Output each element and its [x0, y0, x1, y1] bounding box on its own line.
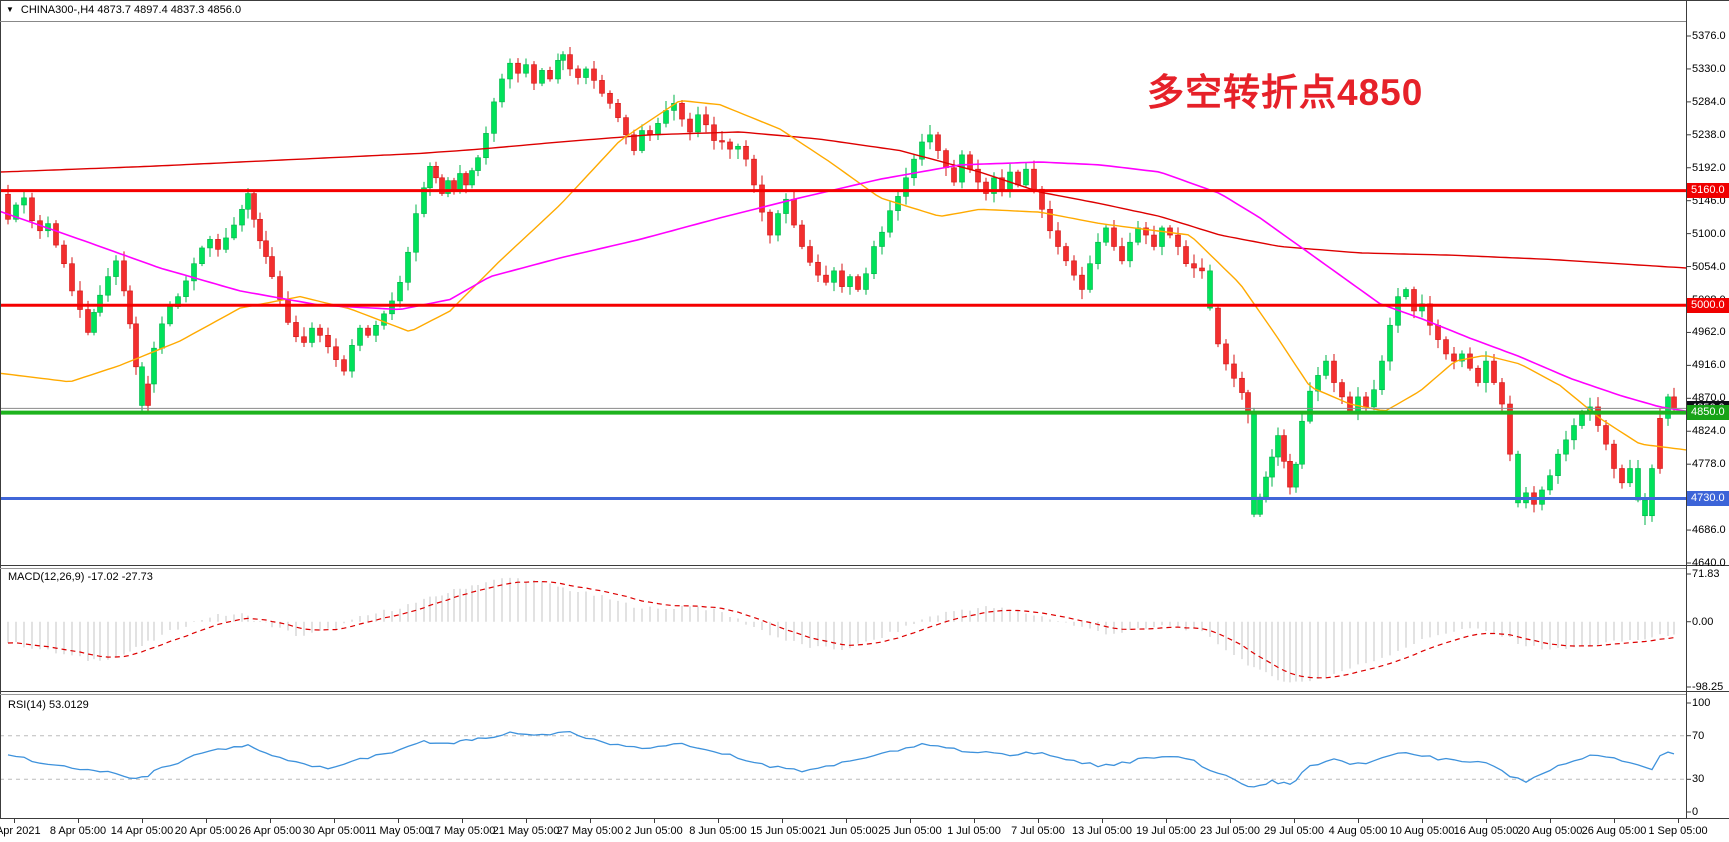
- rsi-tick-label: 100: [1692, 697, 1711, 709]
- time-tick: [782, 819, 783, 823]
- time-axis-label: 29 Jul 05:00: [1264, 825, 1324, 837]
- time-axis-label: 20 Apr 05:00: [174, 825, 238, 837]
- time-tick: [398, 819, 399, 823]
- price-tick-label: 5192.0: [1692, 161, 1726, 174]
- time-tick: [14, 819, 15, 823]
- time-tick: [718, 819, 719, 823]
- time-axis-label: 20 Aug 05:00: [1517, 825, 1583, 837]
- time-axis-label: 23 Jul 05:00: [1200, 825, 1260, 837]
- time-tick: [142, 819, 143, 823]
- time-tick: [334, 819, 335, 823]
- price-tick-label: 4778.0: [1692, 458, 1726, 471]
- time-axis-label: 21 Jun 05:00: [814, 825, 878, 837]
- macd-tick-label: 71.83: [1692, 568, 1720, 580]
- time-axis-label: 19 Jul 05:00: [1136, 825, 1196, 837]
- time-axis-label: 1 Sep 05:00: [1648, 825, 1708, 837]
- time-tick: [270, 819, 271, 823]
- time-tick: [654, 819, 655, 823]
- time-tick: [1614, 819, 1615, 823]
- support-4730-label: 4730.0: [1687, 491, 1729, 507]
- time-axis-label: 21 May 05:00: [492, 825, 560, 837]
- rsi-tick-label: 30: [1692, 773, 1705, 786]
- time-tick: [462, 819, 463, 823]
- time-tick: [1550, 819, 1551, 823]
- time-axis-label: 15 Jun 05:00: [750, 825, 814, 837]
- time-tick: [206, 819, 207, 823]
- time-tick: [1422, 819, 1423, 823]
- time-axis-label: 17 May 05:00: [428, 825, 496, 837]
- rsi-indicator-label: RSI(14) 53.0129: [8, 699, 89, 711]
- time-axis-label: 27 May 05:00: [556, 825, 624, 837]
- time-axis-label: 25 Jun 05:00: [878, 825, 942, 837]
- time-tick: [526, 819, 527, 823]
- price-tick-label: 5238.0: [1692, 128, 1726, 141]
- time-axis-label: 8 Jun 05:00: [689, 825, 747, 837]
- time-tick: [910, 819, 911, 823]
- price-tick-label: 4686.0: [1692, 524, 1726, 537]
- time-axis-label: 2 Jun 05:00: [625, 825, 683, 837]
- rsi-tick-label: 70: [1692, 729, 1705, 742]
- rsi-panel-series: [0, 730, 1686, 788]
- time-axis-label: 1 Jul 05:00: [947, 825, 1001, 837]
- annotation-text: 多空转折点4850: [1147, 72, 1424, 113]
- symbol-dropdown-icon[interactable]: ▼: [6, 5, 14, 14]
- time-axis-label: 8 Apr 05:00: [49, 825, 107, 837]
- time-axis-label: 1 Apr 2021: [0, 825, 41, 837]
- price-tick-label: 4916.0: [1692, 359, 1726, 372]
- moving-averages: [0, 100, 1686, 451]
- price-tick-label: 4640.0: [1692, 557, 1726, 569]
- price-tick-label: 5284.0: [1692, 95, 1726, 108]
- price-tick-label: 5054.0: [1692, 260, 1726, 273]
- time-axis-label: 26 Aug 05:00: [1581, 825, 1647, 837]
- time-axis-label: 30 Apr 05:00: [302, 825, 366, 837]
- macd-panel-series: [7, 577, 1675, 683]
- time-tick: [1166, 819, 1167, 823]
- price-tick-label: 4824.0: [1692, 425, 1726, 438]
- price-tick-label: 5100.0: [1692, 227, 1726, 240]
- resistance-5160-label: 5160.0: [1687, 183, 1729, 199]
- chart-title-bar: ▼ CHINA300-,H4 4873.7 4897.4 4837.3 4856.…: [6, 4, 241, 16]
- time-axis-label: 10 Aug 05:00: [1389, 825, 1455, 837]
- horizontal-levels: [0, 189, 1686, 501]
- symbol-ohlc-title: CHINA300-,H4 4873.7 4897.4 4837.3 4856.0: [20, 4, 242, 16]
- time-tick: [1358, 819, 1359, 823]
- time-tick: [846, 819, 847, 823]
- time-tick: [1678, 819, 1679, 823]
- time-axis-label: 14 Apr 05:00: [110, 825, 174, 837]
- time-axis-label: 11 May 05:00: [365, 825, 431, 837]
- time-axis-label: 4 Aug 05:00: [1328, 825, 1388, 837]
- time-axis-label: 7 Jul 05:00: [1011, 825, 1065, 837]
- macd-indicator-label: MACD(12,26,9) -17.02 -27.73: [8, 571, 153, 583]
- price-tick-label: 4962.0: [1692, 326, 1726, 339]
- time-axis-label: 26 Apr 05:00: [238, 825, 302, 837]
- time-tick: [78, 819, 79, 823]
- macd-tick-label: -98.25: [1692, 681, 1724, 693]
- time-axis-label: 16 Aug 05:00: [1453, 825, 1519, 837]
- candlestick-series: [5, 47, 1677, 525]
- time-tick: [1486, 819, 1487, 823]
- time-axis-label: 13 Jul 05:00: [1072, 825, 1132, 837]
- time-tick: [1294, 819, 1295, 823]
- pivot-4850-label: 4850.0: [1687, 405, 1729, 421]
- time-tick: [590, 819, 591, 823]
- support-5000-label: 5000.0: [1687, 297, 1729, 313]
- time-tick: [974, 819, 975, 823]
- time-tick: [1230, 819, 1231, 823]
- time-tick: [1102, 819, 1103, 823]
- macd-tick-label: 0.00: [1692, 615, 1714, 628]
- rsi-tick-label: 0: [1692, 806, 1699, 818]
- price-tick-label: 5330.0: [1692, 62, 1726, 75]
- time-tick: [1038, 819, 1039, 823]
- price-tick-label: 5376.0: [1692, 30, 1726, 42]
